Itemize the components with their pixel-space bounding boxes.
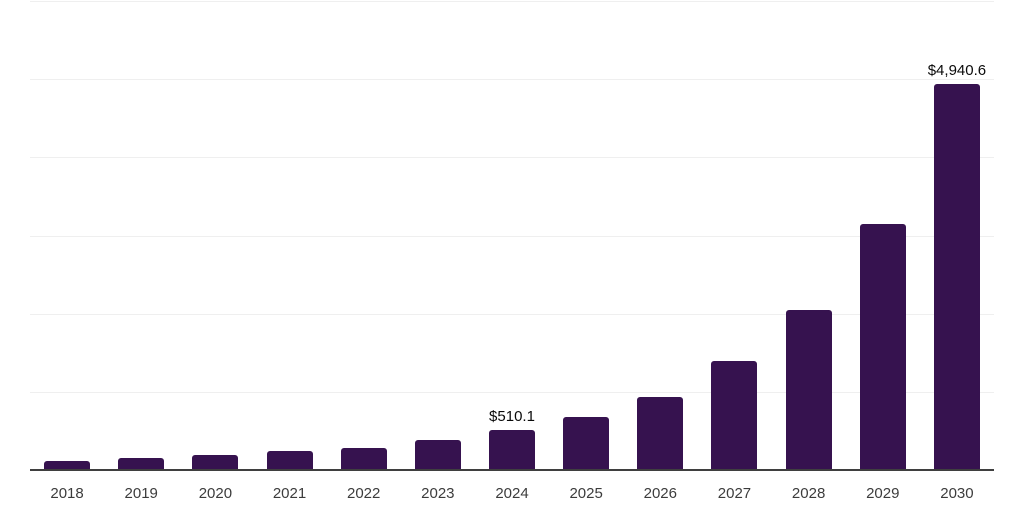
bar-value-label-2024: $510.1	[489, 408, 535, 426]
bar-2022	[340, 447, 387, 470]
bar-value-label-2030: $4,940.6	[927, 61, 987, 79]
gridline-2000	[30, 313, 994, 315]
x-tick-label-2027: 2027	[717, 485, 752, 502]
gridline-3000	[30, 235, 994, 237]
bar-2026	[637, 396, 684, 470]
gridline-5000	[30, 79, 994, 81]
gridline-6000	[30, 1, 994, 2]
x-tick-label-2026: 2026	[643, 485, 677, 502]
x-tick-label-2024: 2024	[495, 485, 529, 502]
x-tick-label-2025: 2025	[569, 485, 603, 502]
bar-2018	[44, 461, 91, 470]
bar-2027	[711, 361, 758, 470]
bar-2025	[563, 416, 610, 470]
bar-2019	[118, 457, 165, 470]
bar-2030	[933, 83, 980, 470]
x-tick-label-2020: 2020	[198, 485, 233, 502]
bar-2024	[489, 430, 535, 470]
x-tick-label-2030: 2030	[940, 485, 974, 502]
x-tick-label-2022: 2022	[347, 485, 381, 502]
bar-2020	[192, 455, 239, 470]
bar-2029	[859, 223, 906, 470]
x-axis-line	[30, 469, 994, 471]
x-tick-label-2028: 2028	[791, 485, 826, 502]
bar-2028	[785, 309, 832, 470]
gridline-4000	[30, 157, 994, 159]
bar-2021	[266, 451, 313, 470]
x-tick-label-2029: 2029	[866, 485, 900, 502]
x-tick-label-2023: 2023	[421, 485, 455, 502]
x-tick-label-2019: 2019	[124, 485, 158, 502]
x-tick-label-2021: 2021	[272, 485, 307, 502]
gridline-1000	[30, 391, 994, 393]
x-tick-label-2018: 2018	[50, 485, 84, 502]
bar-2023	[414, 439, 461, 470]
